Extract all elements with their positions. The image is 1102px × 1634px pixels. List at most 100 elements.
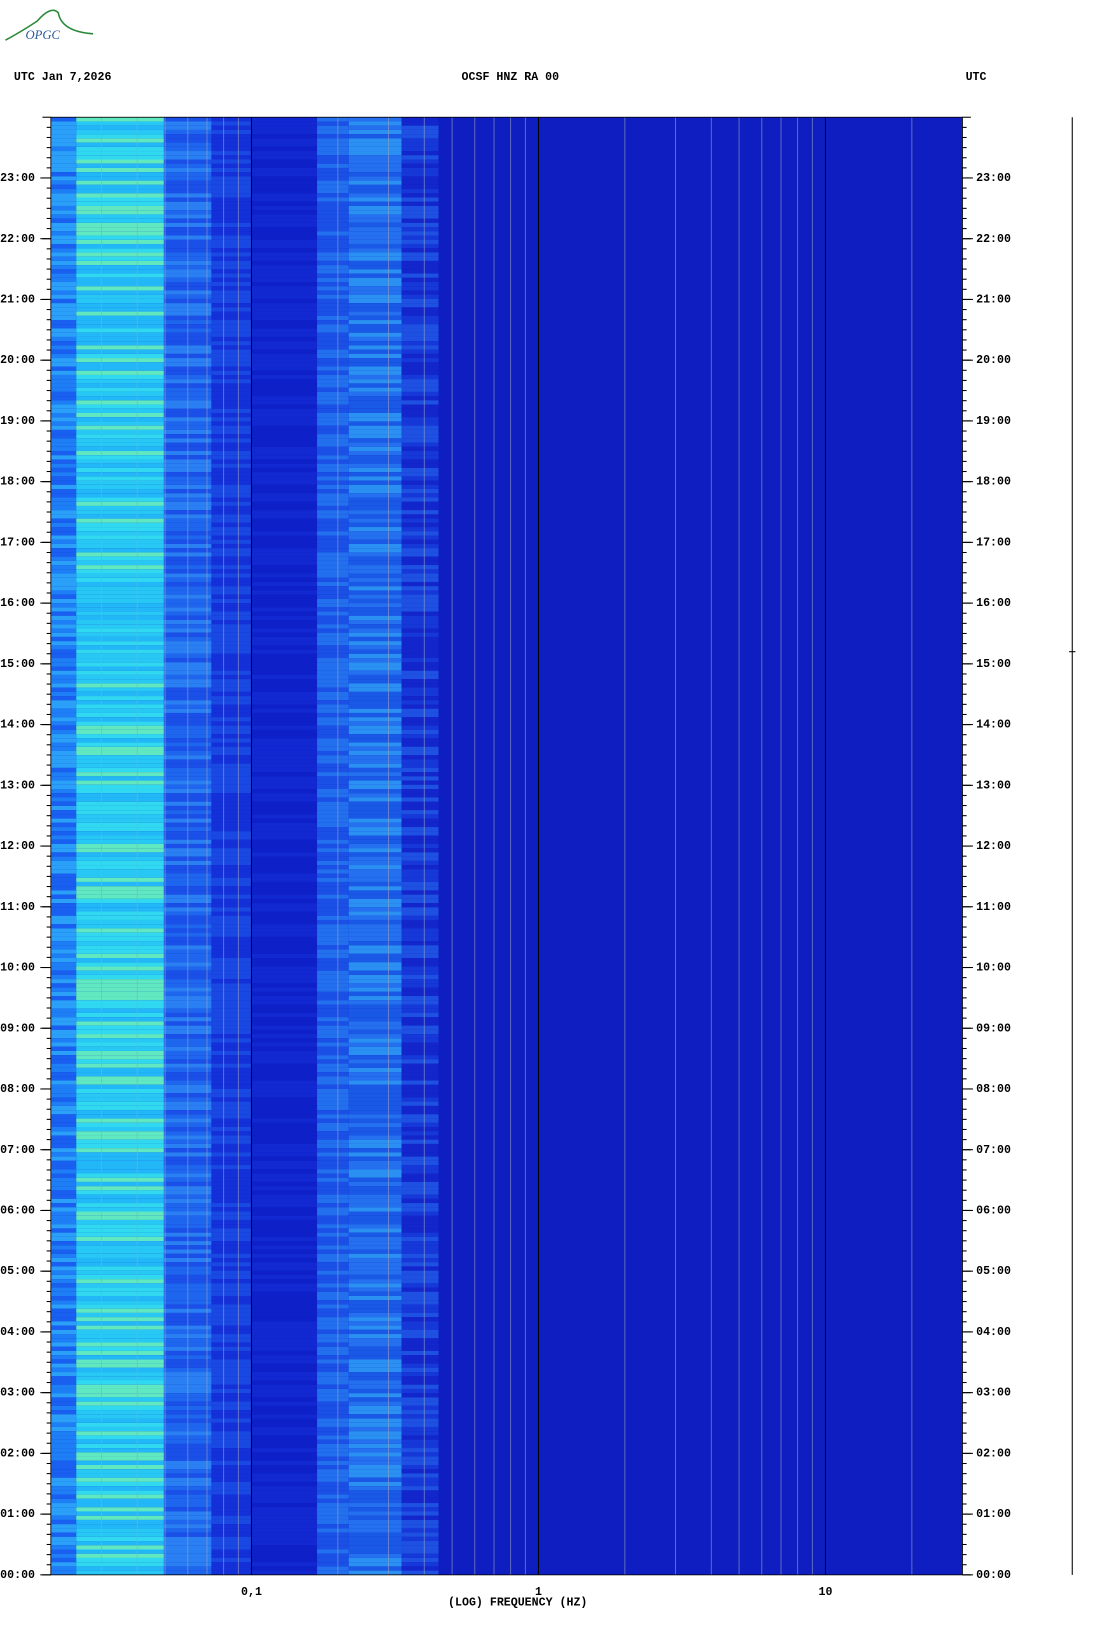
spectrogram-cell <box>317 641 349 646</box>
spectrogram-cell <box>401 1329 439 1335</box>
spectrogram-cell <box>348 248 402 253</box>
spectrogram-cell <box>211 201 252 206</box>
spectrogram-cell <box>211 683 252 688</box>
spectrogram-cell <box>251 958 318 963</box>
spectrogram-cell <box>401 704 439 709</box>
spectrogram-cell <box>348 489 402 494</box>
spectrogram-cell <box>251 1127 318 1132</box>
spectrogram-cell <box>211 1118 252 1123</box>
spectrogram-cell <box>401 497 439 502</box>
spectrogram-cell <box>348 991 402 997</box>
spectrogram-cell <box>76 704 164 709</box>
spectrogram-cell <box>401 1465 439 1470</box>
spectrogram-cell <box>211 565 252 570</box>
spectrogram-cell <box>251 522 318 528</box>
spectrogram-cell <box>348 1122 402 1128</box>
spectrogram-cell <box>211 890 252 895</box>
spectrogram-cell <box>76 117 164 122</box>
spectrogram-cell <box>50 843 77 849</box>
spectrogram-cell <box>50 620 77 625</box>
spectrogram-cell <box>348 763 402 768</box>
spectrogram-cell <box>251 674 318 680</box>
spectrogram-cell <box>211 429 252 435</box>
spectrogram-cell <box>76 1050 164 1056</box>
spectrogram-cell <box>401 1363 439 1368</box>
spectrogram-cell <box>50 594 77 599</box>
spectrogram-cell <box>401 767 439 773</box>
spectrogram-cell <box>317 467 349 473</box>
spectrogram-cell <box>348 1000 402 1005</box>
spectrogram-cell <box>317 248 349 253</box>
spectrogram-cell <box>401 1532 439 1537</box>
spectrogram-cell <box>211 408 252 413</box>
spectrogram-cell <box>211 742 252 747</box>
spectrogram-cell <box>76 898 164 904</box>
spectrogram-cell <box>251 746 318 751</box>
spectrogram-cell <box>401 1405 439 1411</box>
spectrogram-cell <box>76 717 164 722</box>
spectrogram-cell <box>251 404 318 409</box>
spectrogram-cell <box>401 421 439 426</box>
spectrogram-cell <box>348 358 402 363</box>
spectrogram-cell <box>401 442 439 447</box>
spectrogram-cell <box>251 505 318 511</box>
spectrogram-cell <box>211 1296 252 1301</box>
spectrogram-cell <box>211 1384 252 1389</box>
spectrogram-cell <box>50 750 77 756</box>
spectrogram-cell <box>401 138 439 143</box>
spectrogram-cell <box>50 835 77 840</box>
spectrogram-cell <box>348 818 402 823</box>
spectrogram-cell <box>50 839 77 844</box>
spectrogram-cell <box>401 983 439 988</box>
spectrogram-cell <box>50 396 77 401</box>
spectrogram-cell <box>251 155 318 160</box>
spectrogram-cell <box>251 1000 318 1005</box>
spectrogram-cell <box>317 1118 349 1123</box>
spectrogram-cell <box>76 1452 164 1457</box>
y-tick-label: 21:00 <box>0 294 35 307</box>
spectrogram-cell <box>76 1553 164 1558</box>
spectrogram-cell <box>401 505 439 511</box>
spectrogram-cell <box>50 1241 77 1246</box>
spectrogram-cell <box>50 738 77 743</box>
spectrogram-cell <box>348 1562 402 1567</box>
spectrogram-cell <box>211 1321 252 1326</box>
spectrogram-cell <box>251 265 318 270</box>
spectrogram-cell <box>211 1452 252 1457</box>
spectrogram-cell <box>251 146 318 152</box>
spectrogram-cell <box>211 463 252 468</box>
spectrogram-cell <box>348 1346 402 1351</box>
spectrogram-cell <box>211 1097 252 1102</box>
spectrogram-cell <box>251 658 318 663</box>
spectrogram-cell <box>401 953 439 959</box>
y-tick-label: 16:00 <box>976 597 1011 610</box>
spectrogram-cell <box>251 552 318 557</box>
spectrogram-cell <box>211 679 252 684</box>
spectrogram-cell <box>348 227 402 232</box>
spectrogram-cell <box>348 235 402 240</box>
spectrogram-cell <box>76 155 164 160</box>
spectrogram-cell <box>348 548 402 553</box>
spectrogram-cell <box>50 446 77 452</box>
spectrogram-cell <box>76 903 164 908</box>
spectrogram-cell <box>251 1198 318 1204</box>
spectrogram-cell <box>317 1359 349 1364</box>
spectrogram-cell <box>211 501 252 506</box>
spectrogram-cell <box>348 1388 402 1394</box>
spectrogram-cell <box>348 421 402 426</box>
spectrogram-cell <box>50 1063 77 1068</box>
spectrogram-cell <box>401 1253 439 1258</box>
spectrogram-cell <box>251 1029 318 1035</box>
spectrogram-cell <box>76 721 164 726</box>
spectrogram-cell <box>251 531 318 536</box>
spectrogram-cell <box>50 1367 77 1373</box>
spectrogram-cell <box>50 425 77 430</box>
spectrogram-cell <box>76 856 164 861</box>
spectrogram-cell <box>317 1034 349 1039</box>
spectrogram-cell <box>211 146 252 152</box>
spectrogram-cell <box>348 856 402 861</box>
spectrogram-cell <box>251 1422 318 1427</box>
y-tick-label: 23:00 <box>976 172 1011 185</box>
spectrogram-cell <box>348 527 402 532</box>
spectrogram-cell <box>76 370 164 375</box>
